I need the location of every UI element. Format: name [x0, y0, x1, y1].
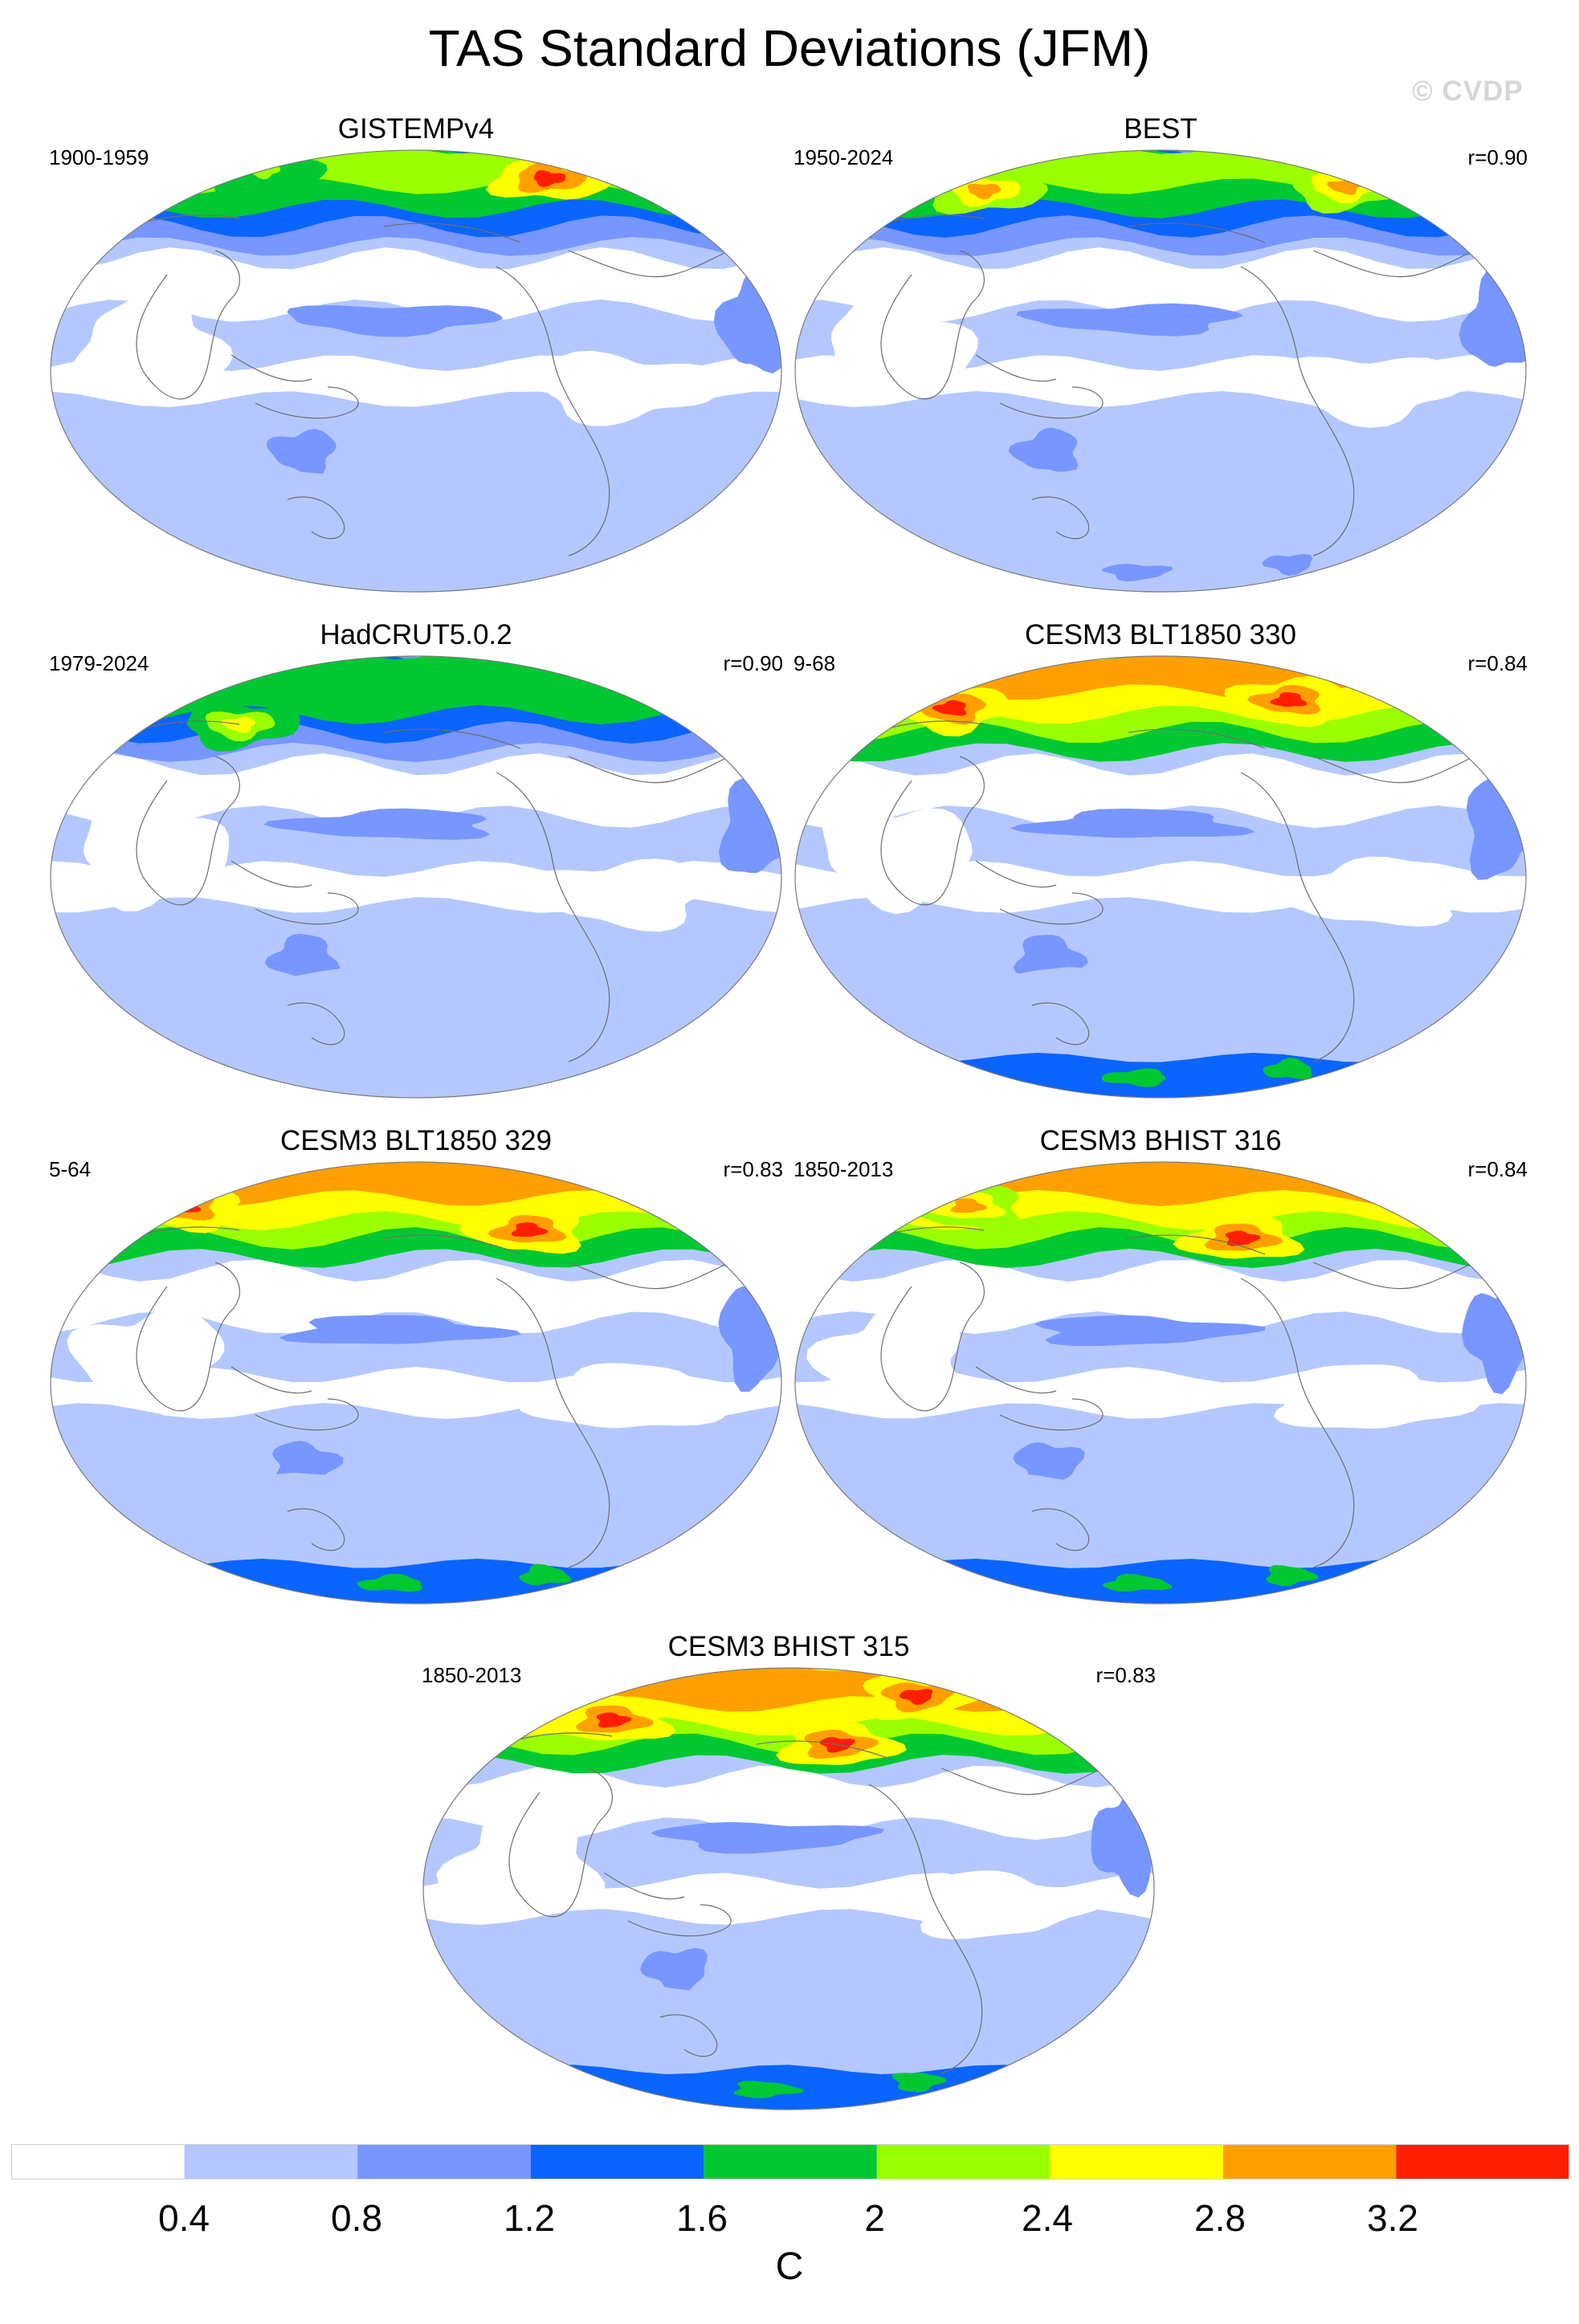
map-field-nh-band	[47, 1158, 785, 1206]
world-map	[791, 1158, 1530, 1608]
panel-title: GISTEMPv4	[47, 112, 785, 146]
map-field-hotspot	[637, 1165, 769, 1211]
colorbar-swatch	[1223, 2144, 1397, 2179]
map-panel-cesm3-blt1850-330: CESM3 BLT1850 330 9-68 r=0.84	[791, 618, 1530, 1100]
figure-title: TAS Standard Deviations (JFM)	[0, 18, 1579, 79]
colorbar-tick-label: 1.6	[646, 2196, 758, 2240]
map-field-nh-band	[47, 146, 785, 194]
world-map	[47, 146, 785, 596]
colorbar-tick-label: 1.2	[473, 2196, 585, 2240]
colorbar-swatch	[1050, 2144, 1223, 2179]
map-panel-gistempv4: GISTEMPv4 1900-1959	[47, 112, 785, 594]
colorbar-tick-label: 2.8	[1164, 2196, 1276, 2240]
colorbar-swatch	[877, 2144, 1051, 2179]
colorbar-tick-label: 2.4	[991, 2196, 1104, 2240]
map-panel-best: BEST 1950-2024 r=0.90	[791, 112, 1530, 594]
panel-title: CESM3 BLT1850 330	[791, 618, 1530, 652]
colorbar-tick-label: 0.8	[300, 2196, 413, 2240]
map-field-hotspot	[164, 1198, 201, 1213]
map-panel-cesm3-bhist-315: CESM3 BHIST 315 1850-2013 r=0.83	[419, 1630, 1158, 2112]
panel-title: CESM3 BHIST 315	[419, 1630, 1158, 1664]
world-map	[791, 652, 1530, 1102]
map-field-hotspot	[141, 1191, 214, 1221]
panel-title: CESM3 BHIST 316	[791, 1124, 1530, 1158]
colorbar-swatch	[704, 2144, 877, 2179]
map-field-hotspot	[1433, 1176, 1508, 1205]
colorbar-tick-label: 0.4	[128, 2196, 240, 2240]
colorbar-swatch	[185, 2144, 358, 2179]
cvdp-watermark: © CVDP	[1412, 75, 1524, 108]
panel-title: BEST	[791, 112, 1530, 146]
map-field-antarctic-band	[47, 559, 785, 596]
world-map	[47, 652, 785, 1102]
panel-title: HadCRUT5.0.2	[47, 618, 785, 652]
map-field-hotspot	[1413, 675, 1530, 724]
map-field-hotspot	[1448, 1183, 1484, 1199]
map-field-hotspot	[1405, 1166, 1530, 1211]
map-panel-cesm3-blt1850-329: CESM3 BLT1850 329 5-64 r=0.83	[47, 1124, 785, 1606]
map-field-hotspot	[690, 1183, 725, 1198]
world-map	[791, 146, 1530, 596]
colorbar	[11, 2144, 1569, 2183]
world-map	[419, 1664, 1158, 2114]
world-map	[47, 1158, 785, 1608]
map-field-hotspot	[1441, 685, 1520, 713]
map-field-hotspot	[1465, 692, 1502, 707]
map-panel-hadcrut: HadCRUT5.0.2 1979-2024 r=0.90	[47, 618, 785, 1100]
panel-title: CESM3 BLT1850 329	[47, 1124, 785, 1158]
map-field-nh-band	[791, 1158, 1530, 1206]
map-field-hotspot	[669, 1176, 748, 1203]
colorbar-swatch	[531, 2144, 704, 2179]
colorbar-unit: C	[749, 2244, 830, 2290]
map-panel-cesm3-bhist-316: CESM3 BHIST 316 1850-2013 r=0.84	[791, 1124, 1530, 1606]
colorbar-swatch	[11, 2144, 185, 2179]
map-field-nh-band	[419, 1664, 1158, 1712]
colorbar-swatch	[357, 2144, 531, 2179]
colorbar-tick-label: 2	[818, 2196, 931, 2240]
colorbar-tick-label: 3.2	[1336, 2196, 1449, 2240]
colorbar-swatch	[1396, 2144, 1569, 2179]
